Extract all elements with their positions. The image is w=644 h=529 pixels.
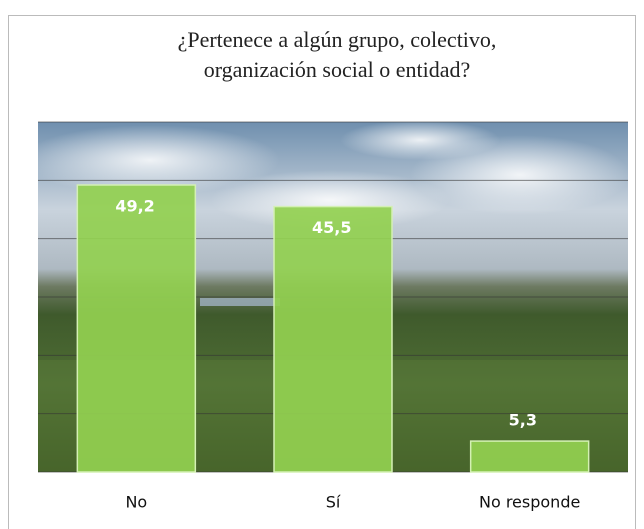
- bar: [76, 184, 197, 473]
- value-label: 45,5: [312, 218, 351, 237]
- chart-title: organización social o entidad?: [204, 57, 471, 82]
- value-label: 5,3: [509, 411, 537, 430]
- x-tick-label: No: [125, 493, 147, 512]
- x-tick-label: No responde: [479, 493, 580, 512]
- x-tick-label: Sí: [326, 493, 341, 512]
- bar: [273, 205, 393, 473]
- chart-title: ¿Pertenece a algún grupo, colectivo,: [178, 27, 497, 52]
- bar: [469, 440, 590, 473]
- value-label: 49,2: [115, 197, 154, 216]
